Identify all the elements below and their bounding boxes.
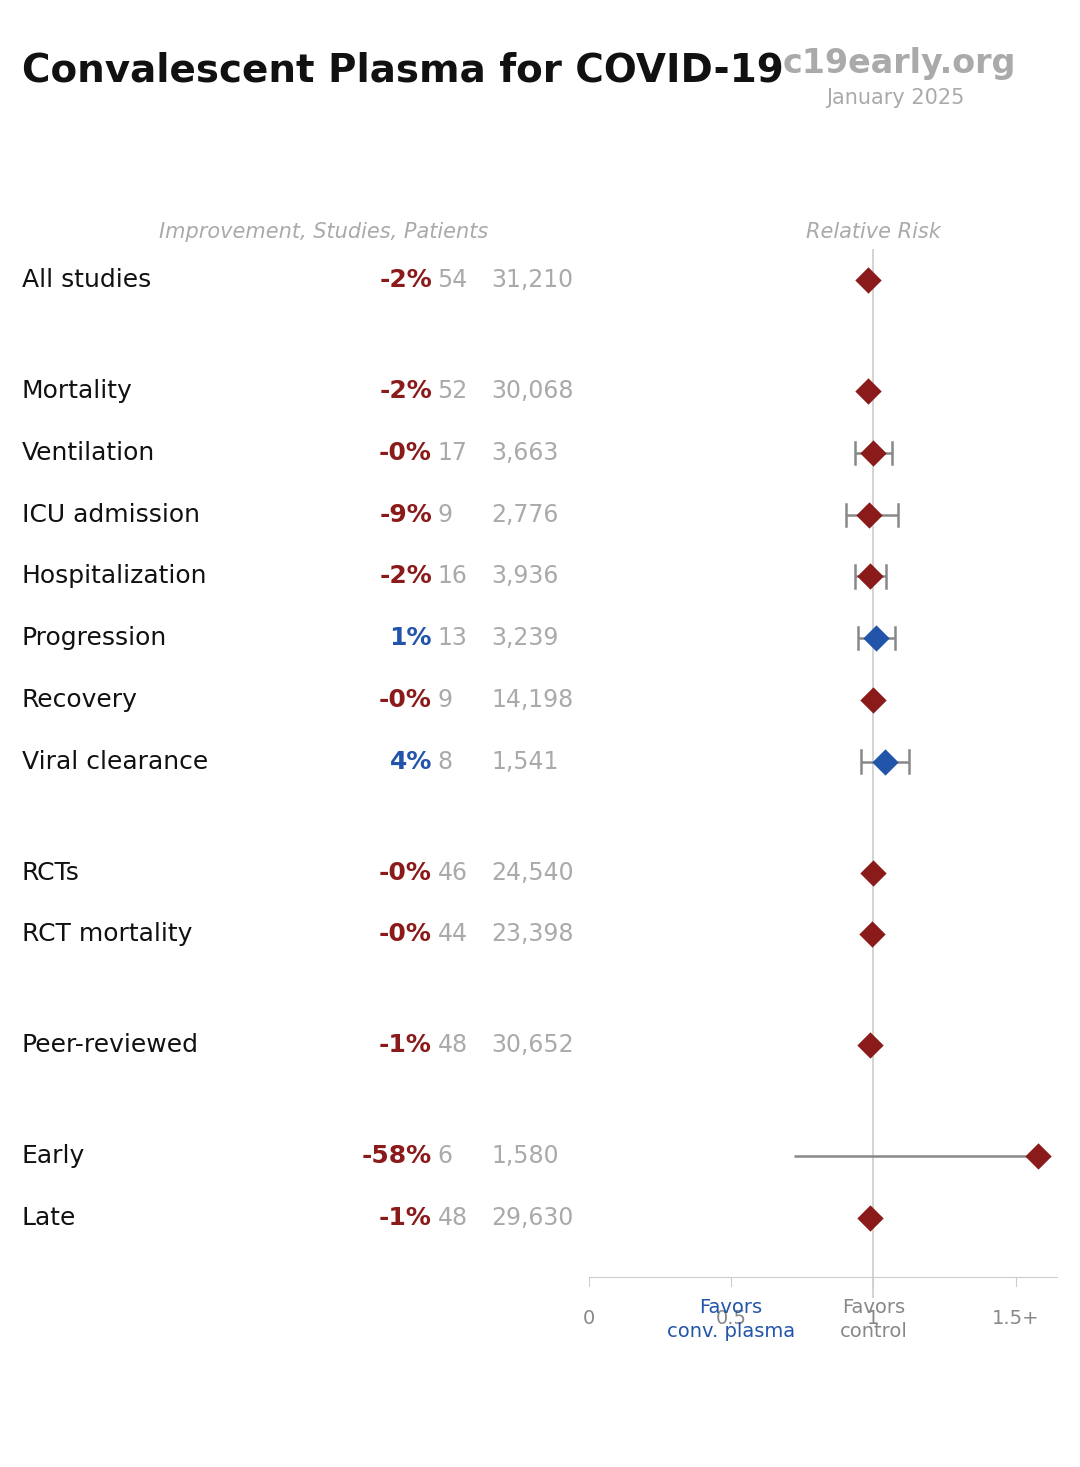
Text: 2,776: 2,776 [491, 503, 558, 527]
Point [863, 923, 880, 946]
Text: Relative Risk: Relative Risk [806, 222, 941, 242]
Text: 14,198: 14,198 [491, 688, 573, 711]
Text: -2%: -2% [379, 268, 432, 292]
Text: 52: 52 [437, 380, 468, 403]
Text: Hospitalization: Hospitalization [22, 565, 207, 588]
Text: 9: 9 [437, 688, 453, 711]
Text: -0%: -0% [379, 442, 432, 465]
Text: All studies: All studies [22, 268, 151, 292]
Text: 3,663: 3,663 [491, 442, 558, 465]
Text: 44: 44 [437, 923, 468, 946]
Text: -1%: -1% [379, 1206, 432, 1231]
Point [876, 750, 893, 773]
Text: 4%: 4% [390, 750, 432, 773]
Text: 3,936: 3,936 [491, 565, 558, 588]
Text: ICU admission: ICU admission [22, 503, 200, 527]
Text: 17: 17 [437, 442, 468, 465]
Text: -2%: -2% [379, 565, 432, 588]
Text: -9%: -9% [379, 503, 432, 527]
Point [859, 380, 876, 403]
Point [861, 503, 878, 527]
Text: 8: 8 [437, 750, 453, 773]
Point [867, 626, 885, 650]
Text: 16: 16 [437, 565, 468, 588]
Text: -58%: -58% [362, 1144, 432, 1168]
Text: 3,239: 3,239 [491, 626, 558, 650]
Point [862, 1206, 879, 1229]
Point [865, 688, 882, 711]
Text: RCTs: RCTs [22, 861, 80, 885]
Point [865, 861, 882, 885]
Text: 9: 9 [437, 503, 453, 527]
Text: 30,068: 30,068 [491, 380, 573, 403]
Text: 23,398: 23,398 [491, 923, 573, 946]
Text: Convalescent Plasma for COVID-19: Convalescent Plasma for COVID-19 [22, 51, 783, 89]
Point [862, 1034, 879, 1058]
Text: 30,652: 30,652 [491, 1033, 575, 1058]
Text: 54: 54 [437, 268, 468, 292]
Text: 13: 13 [437, 626, 468, 650]
Text: 6: 6 [437, 1144, 453, 1168]
Text: Favors
conv. plasma: Favors conv. plasma [667, 1298, 795, 1341]
Text: 31,210: 31,210 [491, 268, 573, 292]
Text: -0%: -0% [379, 861, 432, 885]
Text: 46: 46 [437, 861, 468, 885]
Text: Viral clearance: Viral clearance [22, 750, 207, 773]
Point [859, 268, 876, 292]
Text: 1,580: 1,580 [491, 1144, 559, 1168]
Text: Progression: Progression [22, 626, 166, 650]
Text: 24,540: 24,540 [491, 861, 575, 885]
Text: -0%: -0% [379, 923, 432, 946]
Text: January 2025: January 2025 [826, 88, 964, 109]
Text: Ventilation: Ventilation [22, 442, 154, 465]
Text: -1%: -1% [379, 1033, 432, 1058]
Text: Peer-reviewed: Peer-reviewed [22, 1033, 199, 1058]
Text: 48: 48 [437, 1033, 468, 1058]
Text: Improvement, Studies, Patients: Improvement, Studies, Patients [160, 222, 488, 242]
Text: Late: Late [22, 1206, 76, 1231]
Point [865, 442, 882, 465]
Text: 1,541: 1,541 [491, 750, 558, 773]
Text: 1%: 1% [390, 626, 432, 650]
Text: 29,630: 29,630 [491, 1206, 573, 1231]
Text: -0%: -0% [379, 688, 432, 711]
Text: -2%: -2% [379, 380, 432, 403]
Text: Early: Early [22, 1144, 85, 1168]
Text: Mortality: Mortality [22, 380, 133, 403]
Text: RCT mortality: RCT mortality [22, 923, 192, 946]
Point [1030, 1144, 1048, 1168]
Text: 48: 48 [437, 1206, 468, 1231]
Text: Recovery: Recovery [22, 688, 137, 711]
Text: Favors
control: Favors control [839, 1298, 907, 1341]
Point [862, 565, 879, 588]
Text: c19early.org: c19early.org [783, 47, 1016, 79]
